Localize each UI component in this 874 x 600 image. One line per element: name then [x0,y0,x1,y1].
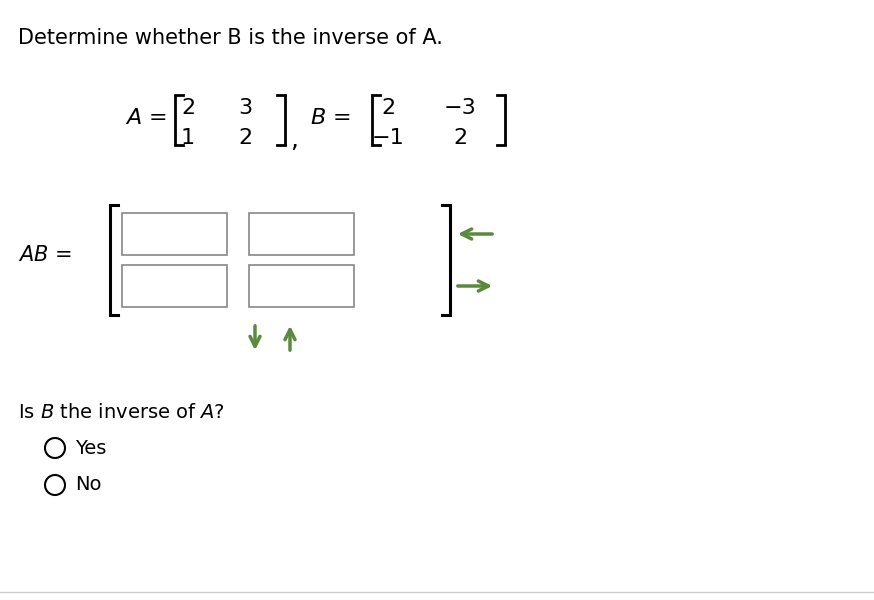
Text: 2: 2 [181,98,195,118]
Text: $AB$ =: $AB$ = [18,245,72,265]
FancyBboxPatch shape [249,213,354,255]
Text: ,: , [290,128,298,152]
Text: 3: 3 [238,98,252,118]
FancyBboxPatch shape [122,265,227,307]
Text: No: No [75,475,101,494]
Text: Determine whether B is the inverse of A.: Determine whether B is the inverse of A. [18,28,443,48]
Text: Yes: Yes [75,439,107,457]
Text: 2: 2 [238,128,252,148]
Text: $A$ =: $A$ = [125,108,167,128]
Text: Is $B$ the inverse of $A$?: Is $B$ the inverse of $A$? [18,403,225,421]
Text: $B$ =: $B$ = [310,108,350,128]
Text: −3: −3 [444,98,476,118]
Text: 2: 2 [453,128,467,148]
FancyBboxPatch shape [249,265,354,307]
FancyBboxPatch shape [122,213,227,255]
Text: 1: 1 [181,128,195,148]
Text: −1: −1 [371,128,405,148]
Text: 2: 2 [381,98,395,118]
